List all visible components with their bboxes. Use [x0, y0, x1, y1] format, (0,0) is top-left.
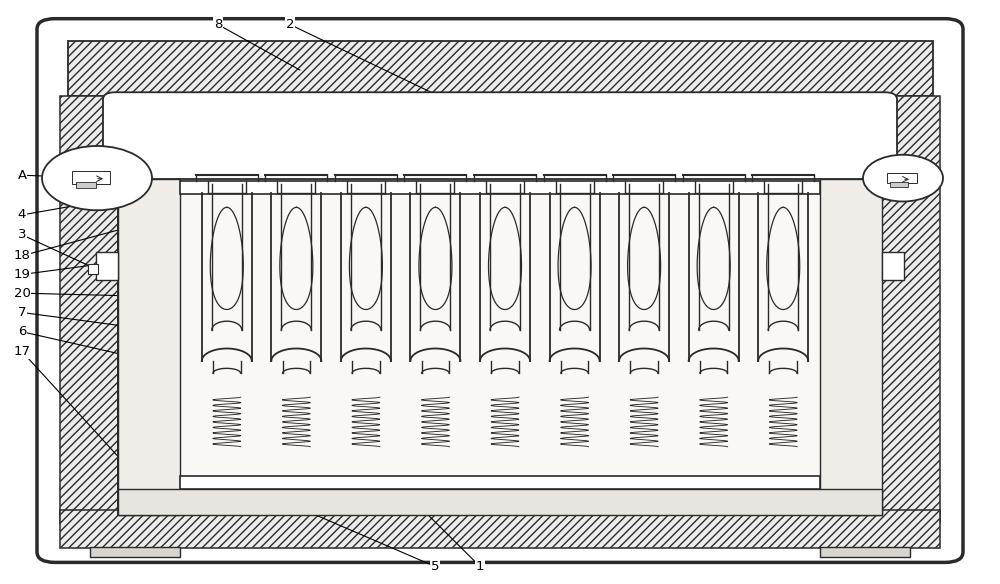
Text: 1: 1: [380, 467, 484, 573]
Bar: [890, 182, 908, 187]
Circle shape: [42, 146, 152, 210]
FancyBboxPatch shape: [103, 92, 897, 185]
Text: 5: 5: [255, 489, 439, 573]
Bar: [882, 96, 940, 523]
Text: 3: 3: [18, 228, 108, 274]
Text: 2: 2: [286, 18, 470, 111]
Bar: [820, 547, 910, 557]
Bar: [180, 181, 820, 194]
Bar: [68, 41, 933, 96]
Bar: [90, 547, 180, 557]
Bar: [882, 252, 904, 280]
Text: 6: 6: [18, 325, 220, 377]
Bar: [887, 173, 917, 183]
Bar: [76, 182, 96, 188]
Bar: [118, 179, 882, 515]
Text: 18: 18: [14, 210, 192, 262]
Bar: [118, 489, 882, 515]
Bar: [96, 252, 118, 280]
Bar: [820, 179, 882, 515]
Text: 19: 19: [14, 251, 198, 281]
Bar: [88, 264, 98, 274]
Circle shape: [863, 155, 943, 201]
Text: 7: 7: [18, 306, 218, 339]
Text: 8: 8: [214, 18, 300, 70]
FancyBboxPatch shape: [37, 19, 963, 562]
Bar: [180, 476, 820, 489]
Bar: [118, 179, 180, 515]
Text: 17: 17: [14, 345, 145, 486]
Text: A: A: [17, 169, 97, 182]
Text: 20: 20: [14, 287, 210, 300]
Bar: [60, 96, 118, 523]
Bar: [72, 171, 110, 184]
Text: 4: 4: [18, 204, 82, 221]
Bar: [60, 510, 940, 548]
